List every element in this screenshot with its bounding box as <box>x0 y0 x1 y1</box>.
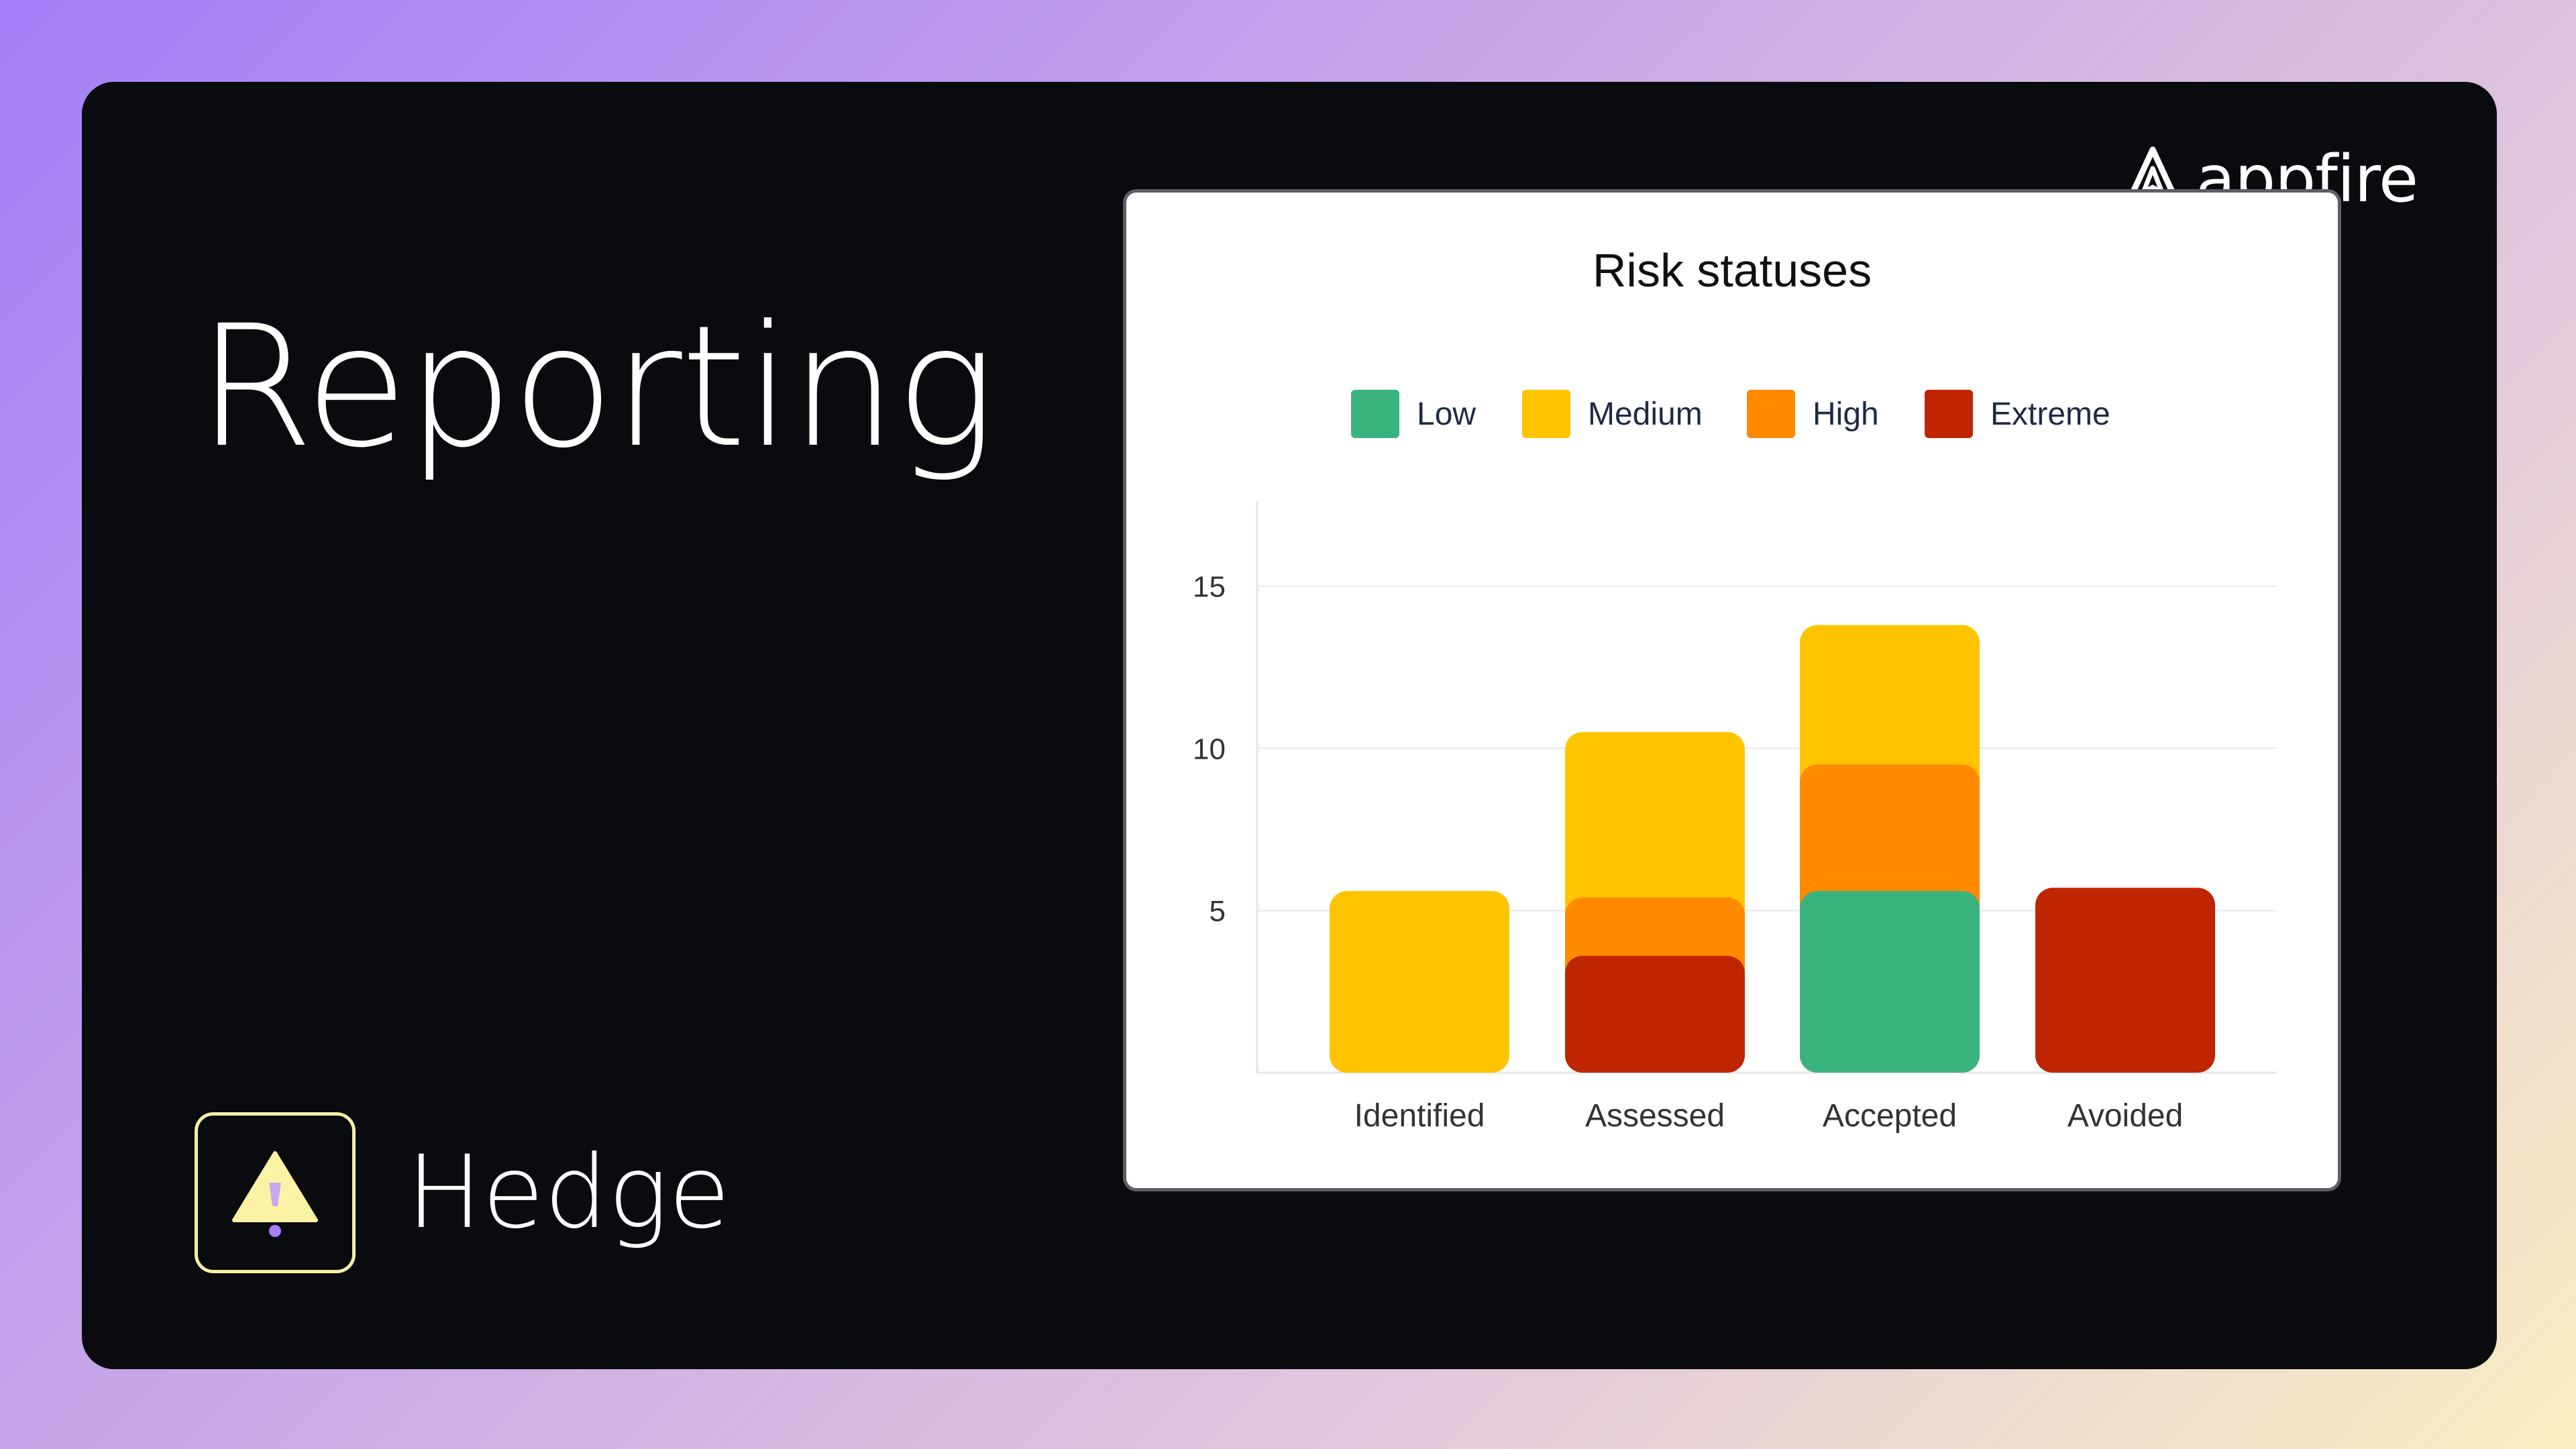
bar-assessed-extreme <box>1565 955 1745 1073</box>
legend-label-medium: Medium <box>1588 396 1703 432</box>
hedge-warning-triangle-icon <box>195 1112 356 1273</box>
legend-swatch-low <box>1351 390 1399 438</box>
chart-legend: Low Medium High Extreme <box>1351 390 2110 438</box>
x-tick-label-accepted: Accepted <box>1823 1098 1957 1134</box>
chart-title: Risk statuses <box>1593 244 1872 297</box>
risk-status-chart-card: Risk statuses Low Medium High Extreme Ident… <box>1123 189 2341 1191</box>
legend-swatch-medium <box>1522 390 1570 438</box>
bar-identified-medium <box>1330 891 1509 1073</box>
bar-accepted-low <box>1800 891 1980 1073</box>
risk-status-chart: Risk statuses Low Medium High Extreme Ident… <box>1193 244 2277 1134</box>
chart-x-axis-labels: Identified Assessed Accepted Avoided <box>1354 1098 2184 1134</box>
product-badge: Hedge <box>195 1112 731 1273</box>
y-tick-label: 15 <box>1193 571 1226 604</box>
x-tick-label-identified: Identified <box>1354 1098 1485 1134</box>
legend-label-extreme: Extreme <box>1990 396 2110 432</box>
x-tick-label-assessed: Assessed <box>1585 1098 1725 1134</box>
legend-label-high: High <box>1813 396 1879 432</box>
bar-avoided-extreme <box>2035 888 2215 1073</box>
product-name: Hedge <box>407 1134 731 1251</box>
chart-y-axis-labels: 5 10 15 <box>1193 571 1226 928</box>
page-title: Reporting <box>197 289 996 484</box>
legend-swatch-extreme <box>1925 390 1973 438</box>
legend-label-low: Low <box>1417 396 1476 432</box>
y-tick-label: 5 <box>1210 895 1226 928</box>
x-tick-label-avoided: Avoided <box>2068 1098 2184 1134</box>
legend-swatch-high <box>1747 390 1795 438</box>
y-tick-label: 10 <box>1193 733 1226 765</box>
chart-bars <box>1330 625 2215 1073</box>
